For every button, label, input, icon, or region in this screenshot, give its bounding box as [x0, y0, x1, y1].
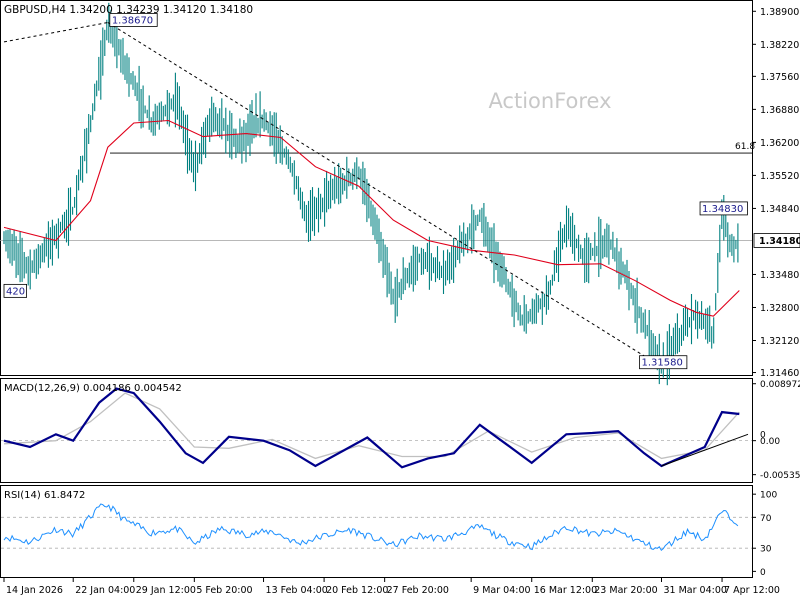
macd-label: MACD(12,26,9) 0.004186 0.004542: [4, 383, 182, 394]
macd-line: [3, 387, 740, 469]
rsi-line: [3, 503, 739, 552]
main-pane-frame: [0, 0, 753, 376]
current-price-box: [753, 233, 800, 248]
time-tick-label: 16 Mar 12:00: [534, 585, 597, 596]
symbol-header: GBPUSD,H4 1.34200 1.34239 1.34120 1.3418…: [4, 4, 253, 16]
macd-trendline: [661, 433, 749, 467]
price-tick-label: 1.34840: [760, 204, 799, 215]
macd-signal-line: [3, 392, 740, 460]
price-annotation-label: 1.38670: [112, 15, 153, 26]
time-tick-label: 23 Mar 20:00: [594, 585, 657, 596]
price-annotation-label: 420: [6, 286, 25, 297]
macd-pane-frame: [0, 378, 753, 483]
macd-pane: 0.008972 0.00 -0.005356 0: [1, 380, 800, 481]
moving-average: [3, 119, 740, 317]
price-annotation-label: 1.31580: [641, 358, 682, 369]
trendline-main: [107, 22, 662, 368]
price-tick-label: 1.32120: [760, 336, 799, 347]
price-tick-label: 1.36880: [760, 105, 799, 116]
price-annotations: 1.38670 1.34830 1.31580 420: [3, 13, 748, 370]
time-tick-label: 14 Jan 2026: [6, 585, 63, 596]
time-tick-label: 27 Feb 20:00: [387, 585, 449, 596]
trendlines: [3, 22, 662, 368]
macd-tick-label: -0.005356: [760, 471, 800, 481]
rsi-tick-label: 0: [760, 568, 766, 578]
price-tick-label: 1.32800: [760, 303, 799, 314]
rsi-pane-frame: [0, 485, 753, 578]
time-tick-label: 29 Jan 12:00: [136, 585, 196, 596]
price-annotation-box: [699, 201, 748, 216]
price-tick-label: 1.37560: [760, 72, 799, 83]
moving-average-line: [3, 119, 740, 317]
price-tick-label: 1.36200: [760, 138, 799, 149]
price-tick-label: 1.38900: [760, 7, 799, 18]
macd-tick-label: 0.00: [760, 437, 780, 447]
price-tick-label: 1.31460: [760, 368, 799, 379]
current-price-label: 1.34180: [759, 236, 800, 247]
price-axis: 1.38900 1.38220 1.37560 1.36880 1.36200 1.355…: [752, 7, 800, 379]
watermark: ActionForex: [488, 89, 611, 113]
time-axis: 14 Jan 2026 22 Jan 04:00 29 Jan 12:00 5 Feb…: [3, 578, 780, 596]
time-tick-label: 20 Feb 12:00: [326, 585, 388, 596]
macd-tick-label: 0.008972: [760, 380, 800, 390]
fib-level-label: 61.8: [735, 142, 755, 152]
rsi-tick-label: 100: [760, 491, 777, 501]
time-tick-label: 5 Feb 20:00: [196, 585, 252, 596]
rsi-tick-label: 30: [760, 545, 772, 555]
rsi-tick-label: 70: [760, 514, 772, 524]
time-tick-label: 9 Mar 04:00: [473, 585, 530, 596]
price-annotation-box: [3, 283, 28, 298]
price-tick-label: 1.33480: [760, 270, 799, 281]
time-tick-label: 7 Apr 12:00: [724, 585, 780, 596]
level-lines: 61.8: [0, 142, 755, 241]
candles: [3, 2, 739, 386]
rsi-label: RSI(14) 61.8472: [4, 490, 85, 501]
time-tick-label: 13 Feb 04:00: [266, 585, 328, 596]
price-annotation-label: 1.34830: [702, 204, 743, 215]
rsi-pane: 100 70 30 0: [1, 491, 777, 578]
time-tick-label: 31 Mar 04:00: [663, 585, 726, 596]
price-annotation-box: [109, 13, 158, 27]
price-tick-label: 1.38220: [760, 40, 799, 51]
time-tick-label: 22 Jan 04:00: [75, 585, 135, 596]
price-tick-label: 1.35520: [760, 171, 799, 182]
price-annotation-box: [639, 355, 688, 370]
macd-marker-label: 0: [760, 431, 766, 441]
